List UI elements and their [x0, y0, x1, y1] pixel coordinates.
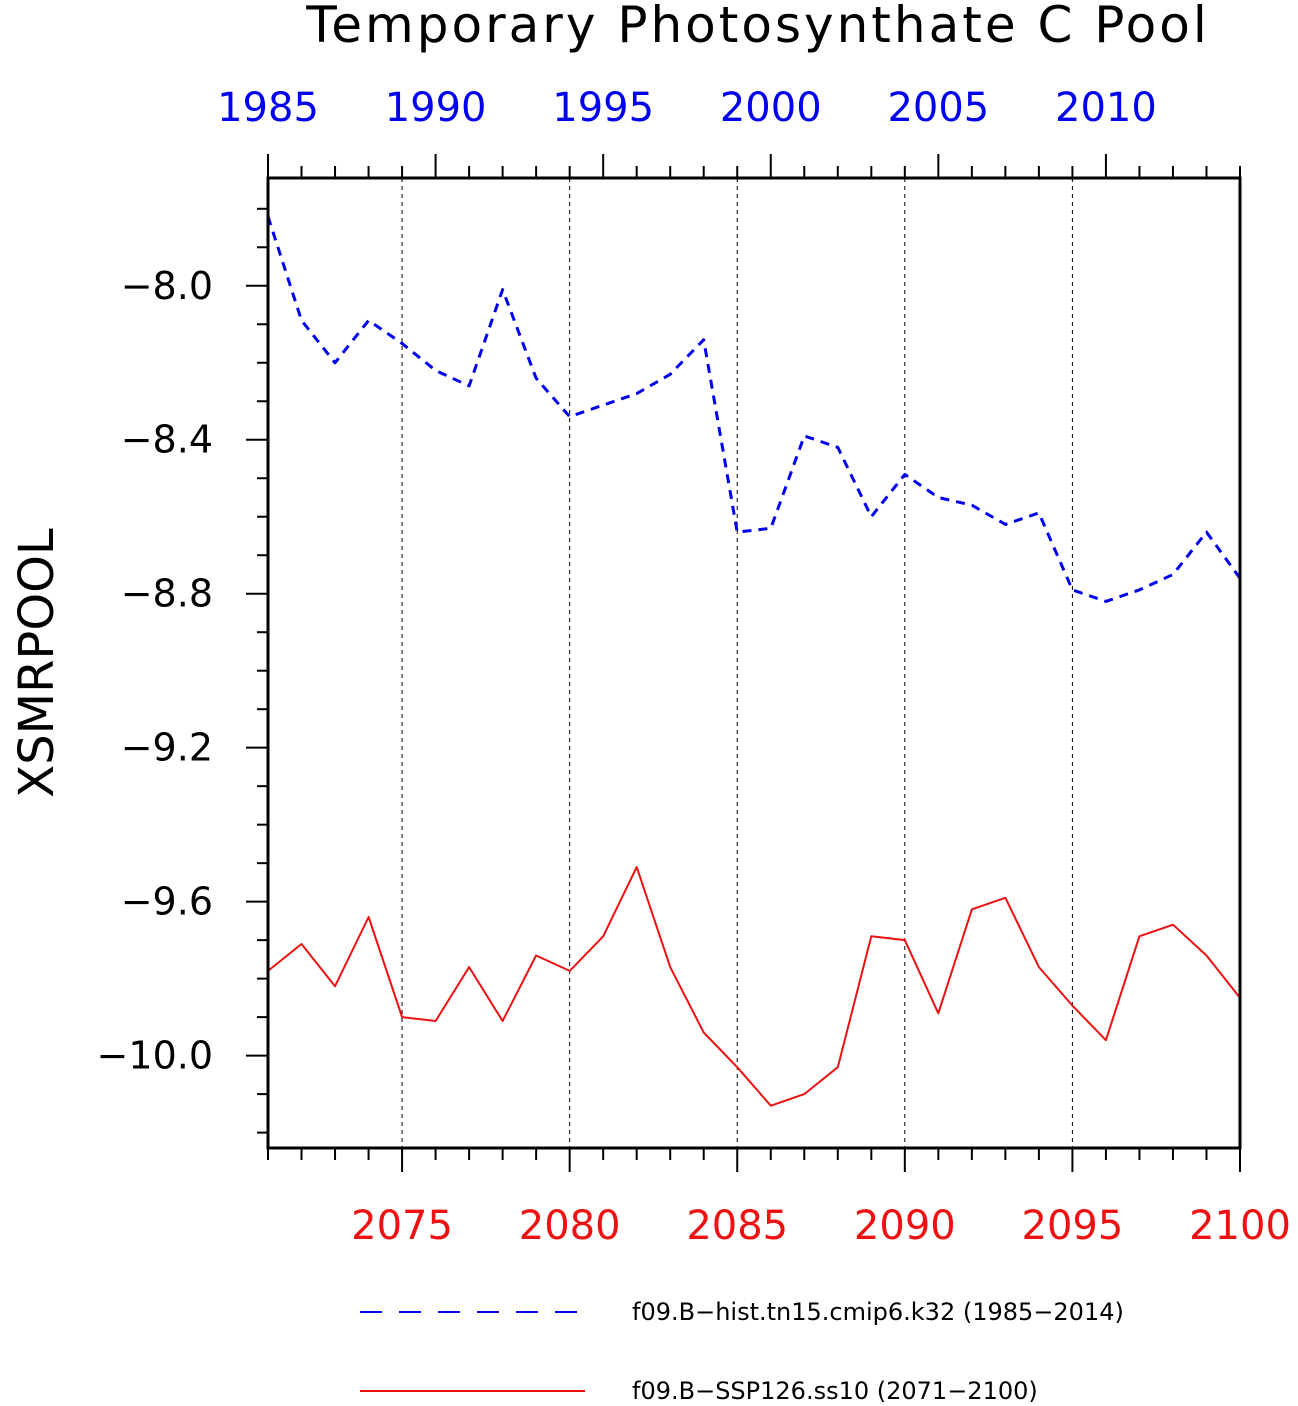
series-layer: [266, 216, 1242, 1107]
y-tick-label: −8.0: [121, 264, 213, 308]
axis-ticks: [246, 154, 1241, 1172]
bottom-tick-label: 2085: [686, 1203, 788, 1249]
top-axis-labels: 1985 1990 1995 2000 2005 2010: [217, 85, 1157, 131]
y-tick-label: −10.0: [97, 1034, 213, 1078]
bottom-tick-label: 2090: [854, 1203, 956, 1249]
bottom-axis-labels: 2075 2080 2085 2090 2095 2100: [351, 1203, 1291, 1249]
y-axis-label: XSMRPOOL: [9, 528, 65, 798]
chart-title: Temporary Photosynthate C Pool: [305, 0, 1209, 54]
top-tick-label: 1985: [217, 85, 319, 131]
top-tick-label: 2000: [720, 85, 822, 131]
y-axis-labels: −8.0 −8.4 −8.8 −9.2 −9.6 −10.0: [97, 264, 213, 1078]
legend-label-hist: f09.B−hist.tn15.cmip6.k32 (1985−2014): [632, 1298, 1124, 1326]
bottom-tick-label: 2080: [519, 1203, 621, 1249]
top-tick-label: 1990: [385, 85, 487, 131]
bottom-tick-label: 2075: [351, 1203, 453, 1249]
plot-frame: [266, 176, 1242, 1150]
y-tick-label: −9.2: [121, 726, 213, 770]
series-line-0: [266, 216, 1242, 603]
y-tick-label: −8.8: [121, 572, 213, 616]
legend-label-ssp: f09.B−SSP126.ss10 (2071−2100): [632, 1377, 1038, 1405]
bottom-tick-label: 2100: [1189, 1203, 1291, 1249]
series-line-1: [267, 866, 1241, 1107]
y-tick-label: −8.4: [121, 418, 213, 462]
top-tick-label: 1995: [552, 85, 654, 131]
bottom-tick-label: 2095: [1022, 1203, 1124, 1249]
grid-lines: [401, 178, 1073, 1148]
legend: f09.B−hist.tn15.cmip6.k32 (1985−2014) f0…: [360, 1298, 1124, 1405]
y-tick-label: −9.6: [121, 880, 213, 924]
top-tick-label: 2010: [1055, 85, 1157, 131]
top-tick-label: 2005: [887, 85, 989, 131]
